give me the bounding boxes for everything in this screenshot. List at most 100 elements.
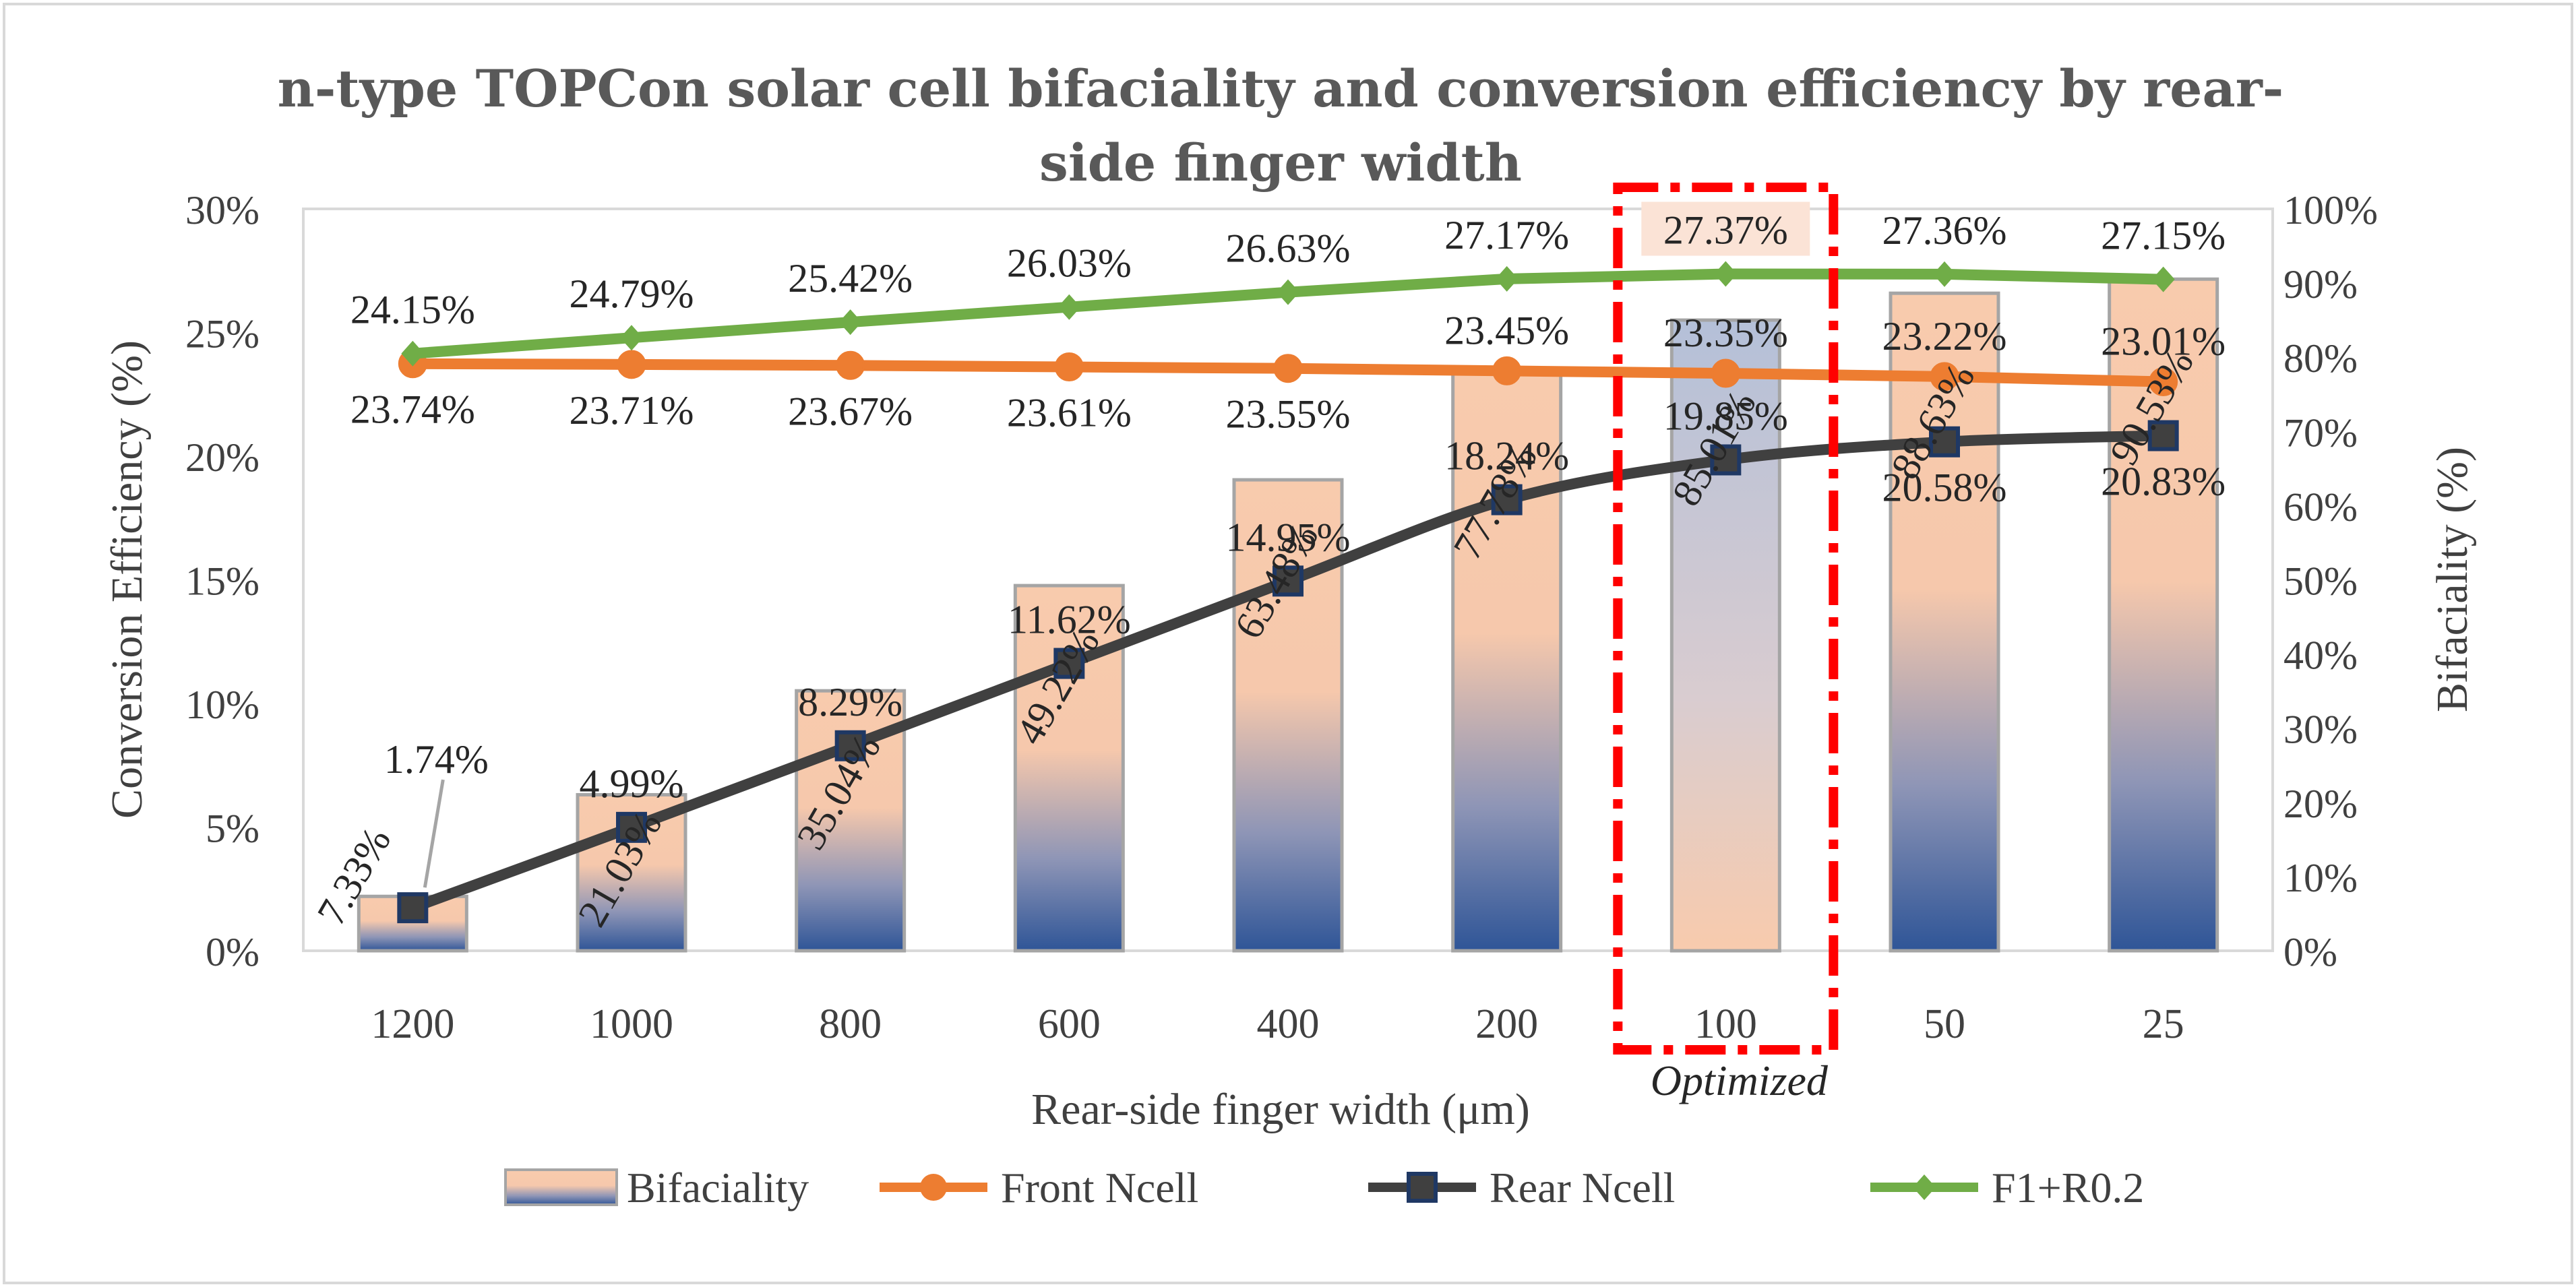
series-lines xyxy=(397,261,2179,924)
f1r02-marker xyxy=(1277,279,1299,305)
x-tick-label: 1000 xyxy=(590,1001,673,1047)
x-tick-label: 100 xyxy=(1694,1001,1757,1047)
y-tick-label: 25% xyxy=(185,312,259,356)
rear-ncell-marker xyxy=(397,892,429,924)
y2-tick-label: 10% xyxy=(2283,856,2358,900)
rear-label-leader xyxy=(423,779,445,888)
x-tick-label: 800 xyxy=(819,1001,882,1047)
rear-ncell-data-label: 18.24% xyxy=(1444,434,1569,478)
rear-ncell-marker xyxy=(1929,426,1960,458)
legend-bifaciality-swatch xyxy=(504,1168,618,1206)
front-ncell-data-label: 23.61% xyxy=(1007,391,1132,435)
front-ncell-data-label: 23.45% xyxy=(1444,308,1569,352)
y2-tick-label: 90% xyxy=(2283,262,2358,307)
f1r02-marker xyxy=(620,325,643,351)
y2-tick-label: 20% xyxy=(2283,782,2358,826)
x-tick-label: 600 xyxy=(1038,1001,1101,1047)
f1r02-data-label: 27.36% xyxy=(1882,208,2007,253)
f1r02-data-label: 24.79% xyxy=(570,272,694,316)
x-tick-label: 1200 xyxy=(371,1001,454,1047)
x-tick-label: 50 xyxy=(1924,1001,1965,1047)
data-labels: 24.15% 24.79% 25.42% 26.03% 26.63% 27.17% 27.3… xyxy=(309,201,2226,934)
f1r02-marker xyxy=(2151,266,2175,292)
front-ncell-data-label: 23.01% xyxy=(2101,319,2226,364)
optimized-highlight: Optimized xyxy=(1613,183,1839,1104)
y2-tick-label: 80% xyxy=(2283,336,2358,381)
axes: 0% 5% 10% 15% 20% 25% 30% 0% 10% 20% 30% 40% 50% 60% 7… xyxy=(102,188,2477,1134)
chart-title-line-2: side finger width xyxy=(1039,133,1522,193)
front-ncell-data-label: 23.71% xyxy=(570,388,694,433)
f1r02-marker xyxy=(1714,261,1738,287)
front-ncell-marker xyxy=(2149,367,2178,397)
f1r02-data-label: 26.03% xyxy=(1007,241,1132,286)
rear-ncell-data-label: 8.29% xyxy=(798,680,902,724)
f1r02-marker xyxy=(1495,265,1519,292)
x-tick-label: 400 xyxy=(1257,1001,1320,1047)
x-tick-label: 200 xyxy=(1475,1001,1538,1047)
f1r02-marker xyxy=(401,340,425,367)
f1r02-marker xyxy=(1933,261,1956,287)
y2-tick-label: 40% xyxy=(2283,633,2358,678)
legend-label: F1+R0.2 xyxy=(1992,1164,2144,1212)
optimized-label: Optimized xyxy=(1651,1057,1829,1104)
bifaciality-bar xyxy=(1451,372,1563,953)
f1r02-data-label: 27.15% xyxy=(2101,214,2226,258)
y2-tick-label: 50% xyxy=(2283,559,2358,604)
front-ncell-marker xyxy=(1492,356,1522,385)
legend-front-marker xyxy=(920,1174,947,1201)
front-ncell-data-label: 23.55% xyxy=(1226,392,1351,437)
y2-tick-label: 100% xyxy=(2283,188,2378,232)
front-ncell-marker xyxy=(1711,358,1740,388)
front-ncell-marker xyxy=(1054,352,1084,382)
rear-ncell-marker xyxy=(1053,648,1085,679)
front-ncell-data-label: 23.67% xyxy=(788,389,913,433)
f1r02-data-label: 27.17% xyxy=(1444,213,1569,257)
y-tick-label: 5% xyxy=(206,807,259,851)
x-axis-title: Rear-side finger width (μm) xyxy=(1031,1085,1530,1134)
y2-tick-label: 0% xyxy=(2283,930,2337,974)
rear-ncell-marker xyxy=(2147,420,2179,451)
y-tick-label: 15% xyxy=(185,559,259,604)
y-tick-label: 20% xyxy=(185,435,259,480)
f1r02-data-label: 24.15% xyxy=(350,288,475,332)
f1r02-marker xyxy=(838,309,862,336)
rear-ncell-data-label: 11.62% xyxy=(1008,598,1131,642)
legend-rear-marker xyxy=(1407,1172,1438,1203)
y2-tick-label: 70% xyxy=(2283,410,2358,455)
optimized-box xyxy=(1613,183,1839,1055)
front-ncell-data-label: 23.35% xyxy=(1663,311,1788,355)
y-tick-label: 10% xyxy=(185,683,259,727)
legend: Bifaciality Front Ncell Rear Ncell F1+R0.2 xyxy=(504,1164,2144,1212)
y2-axis-title: Bifaciality (%) xyxy=(2428,447,2477,712)
rear-ncell-data-label: 19.85% xyxy=(1663,394,1788,439)
f1r02-label-bg xyxy=(1641,201,1810,256)
legend-label: Bifaciality xyxy=(627,1164,809,1212)
rear-ncell-data-label: 1.74% xyxy=(384,737,489,782)
y-tick-label: 0% xyxy=(206,930,259,974)
f1r02-data-label: 27.37% xyxy=(1663,208,1788,253)
front-ncell-data-label: 23.74% xyxy=(350,387,475,432)
rear-ncell-marker xyxy=(1491,484,1523,515)
legend-label: Rear Ncell xyxy=(1490,1164,1675,1212)
rear-ncell-data-label: 4.99% xyxy=(580,761,684,806)
front-ncell-marker xyxy=(617,350,646,379)
y2-tick-label: 30% xyxy=(2283,708,2358,752)
y2-tick-label: 60% xyxy=(2283,484,2358,529)
bifaciality-bar xyxy=(1889,291,2000,953)
f1r02-data-label: 25.42% xyxy=(788,256,913,301)
chart-title: n-type TOPCon solar cell bifaciality and… xyxy=(278,59,2284,193)
x-tick-label: 25 xyxy=(2143,1001,2184,1047)
rear-ncell-data-label: 20.58% xyxy=(1882,466,2007,510)
legend-label: Front Ncell xyxy=(1001,1164,1198,1212)
rear-ncell-marker xyxy=(834,730,866,761)
front-ncell-data-label: 23.22% xyxy=(1882,314,2007,358)
rear-ncell-data-label: 14.95% xyxy=(1226,515,1351,559)
rear-ncell-marker xyxy=(1710,444,1742,476)
front-ncell-marker xyxy=(1930,362,1959,391)
f1r02-data-label: 26.63% xyxy=(1226,226,1351,271)
legend-f1-marker xyxy=(1913,1174,1936,1200)
front-ncell-marker xyxy=(836,350,865,380)
front-ncell-marker xyxy=(1273,354,1303,383)
y-axis-title: Conversion Efficiency (%) xyxy=(102,340,152,819)
